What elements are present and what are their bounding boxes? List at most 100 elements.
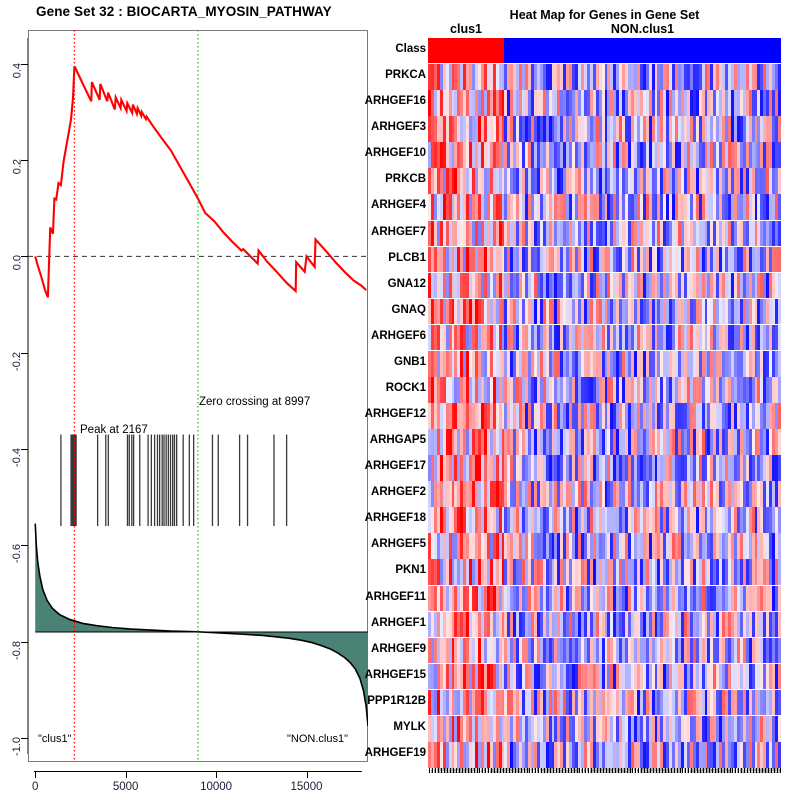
heatmap-cell bbox=[528, 246, 532, 273]
sample-tick bbox=[617, 768, 619, 773]
heatmap-cell bbox=[504, 168, 508, 194]
heatmap-cell bbox=[530, 350, 535, 377]
heatmap-cell bbox=[633, 507, 638, 533]
heatmap-cell bbox=[710, 324, 714, 351]
heatmap-cell bbox=[639, 715, 644, 742]
heatmap-cell bbox=[607, 220, 611, 247]
heatmap-cell bbox=[619, 194, 623, 221]
heatmap-cell bbox=[760, 455, 764, 481]
heatmap-cell bbox=[678, 429, 682, 455]
heatmap-cell bbox=[625, 194, 629, 221]
heatmap-cell bbox=[766, 220, 770, 247]
heatmap-cell bbox=[660, 246, 664, 273]
heatmap-cell bbox=[701, 324, 705, 351]
heatmap-cell bbox=[560, 689, 564, 716]
heatmap-cell bbox=[442, 116, 447, 142]
heatmap-cell bbox=[763, 429, 767, 455]
heatmap-cell bbox=[707, 168, 711, 194]
heatmap-cell bbox=[572, 637, 576, 664]
heatmap-cell bbox=[728, 637, 732, 664]
heatmap-cell bbox=[466, 455, 470, 481]
heatmap-cell bbox=[692, 715, 697, 742]
heatmap-cell bbox=[628, 116, 632, 142]
heatmap-cell bbox=[683, 142, 688, 168]
heatmap-cell bbox=[613, 689, 617, 716]
heatmap-cell bbox=[510, 90, 514, 116]
heatmap-cell bbox=[686, 663, 691, 690]
heatmap-cell bbox=[442, 559, 447, 586]
heatmap-cell bbox=[442, 350, 447, 377]
sample-tick bbox=[541, 768, 543, 773]
heatmap-cell bbox=[728, 689, 732, 716]
heatmap-cell bbox=[704, 246, 708, 273]
heatmap-cell bbox=[583, 376, 588, 403]
heatmap-cell bbox=[742, 64, 747, 90]
heatmap-cell bbox=[754, 64, 758, 90]
heatmap-cell bbox=[610, 741, 614, 768]
heatmap-cell bbox=[616, 324, 620, 351]
heatmap-cell bbox=[507, 585, 511, 612]
heatmap-row-label-pkn1: PKN1 bbox=[395, 564, 426, 577]
heatmap-cell bbox=[754, 168, 758, 194]
heatmap-cell bbox=[572, 324, 576, 351]
heatmap-cell bbox=[492, 90, 497, 116]
heatmap-cell bbox=[748, 246, 753, 273]
heatmap-cell bbox=[460, 220, 464, 247]
heatmap-cell bbox=[428, 533, 432, 559]
heatmap-cell bbox=[610, 507, 614, 533]
heatmap-cell bbox=[683, 637, 688, 664]
heatmap-cell bbox=[604, 298, 608, 325]
heatmap-cell bbox=[442, 637, 447, 664]
heatmap-cell bbox=[722, 403, 726, 429]
heatmap-cell bbox=[630, 90, 635, 116]
heatmap-cell bbox=[692, 481, 697, 507]
heatmap-cell bbox=[692, 272, 697, 299]
heatmap-cell bbox=[607, 663, 611, 690]
heatmap-cell bbox=[533, 663, 538, 690]
heatmap-cell bbox=[695, 220, 700, 247]
sample-tick bbox=[708, 768, 710, 773]
heatmap-cell bbox=[607, 116, 611, 142]
heatmap-cell bbox=[722, 194, 726, 221]
heatmap-cell bbox=[463, 481, 467, 507]
heatmap-cell bbox=[548, 194, 552, 221]
heatmap-cell bbox=[448, 663, 452, 690]
heatmap-cell bbox=[445, 376, 450, 403]
heatmap-cell bbox=[680, 168, 685, 194]
heatmap-cell bbox=[760, 637, 764, 664]
heatmap-cell bbox=[663, 585, 667, 612]
heatmap-cell bbox=[622, 559, 626, 586]
heatmap-cell bbox=[630, 611, 635, 638]
heatmap-cell bbox=[545, 533, 550, 559]
heatmap-cell bbox=[754, 90, 758, 116]
heatmap-cell bbox=[613, 481, 617, 507]
heatmap-cell bbox=[716, 194, 720, 221]
heatmap-cell bbox=[436, 403, 441, 429]
heatmap-cell bbox=[680, 455, 685, 481]
heatmap-cell bbox=[466, 429, 470, 455]
heatmap-cell bbox=[725, 142, 729, 168]
heatmap-cell bbox=[666, 64, 670, 90]
heatmap-cell bbox=[728, 64, 732, 90]
heatmap-cell bbox=[586, 715, 591, 742]
heatmap-cell bbox=[580, 90, 585, 116]
heatmap-cell bbox=[616, 350, 620, 377]
heatmap-cell bbox=[695, 507, 700, 533]
y-tick-mark bbox=[21, 545, 28, 547]
heatmap-cell bbox=[545, 715, 550, 742]
heatmap-cell bbox=[604, 741, 608, 768]
heatmap-cell bbox=[666, 663, 670, 690]
heatmap-cell bbox=[739, 246, 744, 273]
heatmap-cell bbox=[772, 142, 776, 168]
heatmap-cell bbox=[578, 64, 582, 90]
heatmap-cell bbox=[601, 220, 605, 247]
heatmap-cell bbox=[530, 298, 535, 325]
heatmap-cell bbox=[475, 403, 479, 429]
heatmap-cell bbox=[713, 246, 717, 273]
heatmap-cell bbox=[457, 350, 461, 377]
heatmap-cell bbox=[466, 116, 470, 142]
heatmap-cell bbox=[430, 116, 435, 142]
heatmap-cell bbox=[430, 220, 435, 247]
heatmap-cell bbox=[663, 272, 667, 299]
heatmap-cell bbox=[651, 142, 655, 168]
